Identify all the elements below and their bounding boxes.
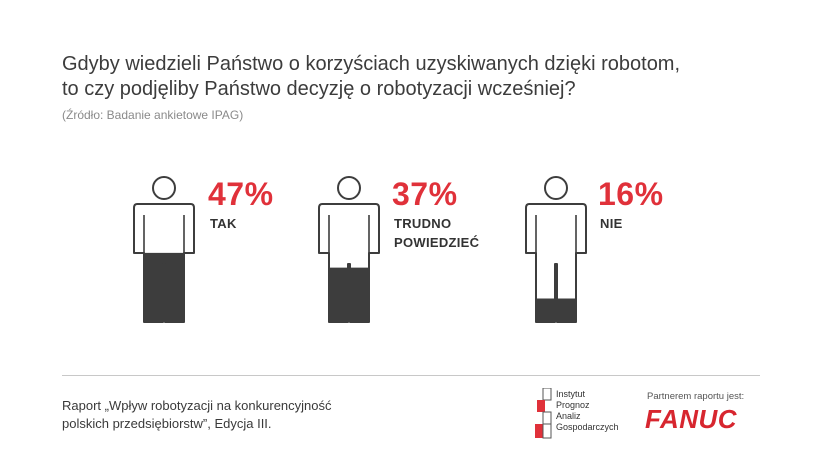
title-line-2: to czy podjęliby Państwo decyzję o robot…	[62, 78, 576, 100]
ipag-logo-mark	[535, 388, 552, 439]
report-line-1: Raport „Wpływ robotyzacji na konkurencyj…	[62, 398, 332, 413]
chart-title: Gdyby wiedzieli Państwo o korzyściach uz…	[62, 52, 762, 102]
ipag-logo-text: Instytut Prognoz Analiz Gospodarczych	[556, 389, 619, 433]
category-label-line: TAK	[210, 216, 237, 231]
person-figure	[133, 176, 195, 323]
footer-divider	[62, 375, 760, 376]
category-label: TAK	[210, 214, 237, 233]
person-figure	[525, 176, 587, 323]
category-label-line: TRUDNO	[394, 216, 452, 231]
ipag-line-2: Prognoz	[556, 400, 590, 410]
person-fill-bar	[329, 267, 369, 322]
source-note: (Źródło: Badanie ankietowe IPAG)	[62, 108, 244, 122]
category-label-line: POWIEDZIEĆ	[394, 235, 480, 250]
fanuc-logo: FANUC	[645, 404, 738, 434]
person-head	[337, 176, 361, 200]
person-head	[544, 176, 568, 200]
person-outline	[525, 203, 587, 323]
person-head	[152, 176, 176, 200]
person-figure	[318, 176, 380, 323]
percentage-label: 16%	[598, 176, 664, 212]
report-info: Raport „Wpływ robotyzacji na konkurencyj…	[62, 397, 442, 433]
person-fill-bar	[134, 252, 194, 322]
title-line-1: Gdyby wiedzieli Państwo o korzyściach uz…	[62, 53, 681, 75]
report-line-2: polskich przedsiębiorstw”, Edycja III.	[62, 416, 272, 431]
person-outline	[133, 203, 195, 323]
category-label: TRUDNO POWIEDZIEĆ	[394, 214, 479, 252]
percentage-label: 37%	[392, 176, 458, 212]
person-fill-bar	[536, 298, 576, 322]
person-outline	[318, 203, 380, 323]
partner-label: Partnerem raportu jest:	[647, 391, 745, 402]
ipag-line-1: Instytut	[556, 389, 586, 399]
ipag-line-4: Gospodarczych	[556, 422, 619, 432]
category-label: NIE	[600, 214, 623, 233]
percentage-label: 47%	[208, 176, 274, 212]
ipag-line-3: Analiz	[556, 411, 581, 421]
category-label-line: NIE	[600, 216, 623, 231]
